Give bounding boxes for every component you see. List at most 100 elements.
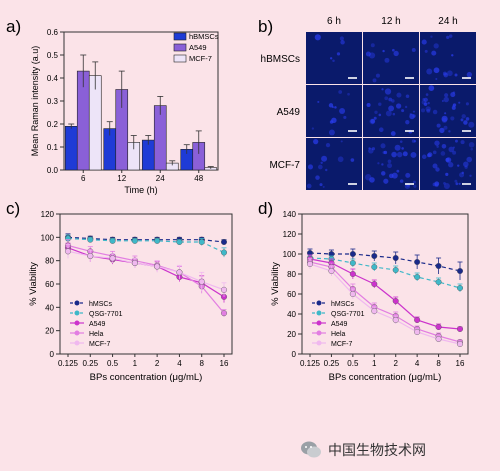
watermark-text: 中国生物技术网 (328, 442, 426, 458)
legend-marker (316, 300, 322, 306)
cell-signal (412, 180, 416, 184)
cell-signal (426, 108, 431, 113)
plot-frame (59, 213, 233, 355)
series-line (67, 244, 225, 314)
cell-signal (384, 57, 390, 63)
cell-signal (338, 90, 343, 94)
cell-signal (448, 146, 455, 153)
cell-signal (396, 169, 400, 173)
cell-signal (434, 183, 439, 188)
y-tick-label: 0 (50, 350, 55, 359)
x-tick-label: 8 (199, 359, 204, 368)
legend-marker (74, 310, 80, 316)
cell-signal (431, 50, 437, 56)
cell-signal (433, 43, 439, 49)
cell-signal (339, 36, 344, 41)
y-tick-label: 40 (45, 303, 54, 312)
cell-signal (321, 155, 328, 162)
column-label: 12 h (381, 16, 400, 27)
cell-signal (347, 92, 350, 96)
data-point (220, 249, 227, 256)
cell-signal (319, 183, 323, 187)
cell-signal (444, 93, 449, 98)
panel-letter-a: a) (6, 17, 21, 36)
cell-signal (339, 107, 346, 114)
cell-signal (375, 73, 380, 78)
series-line (67, 250, 225, 291)
cell-signal (366, 102, 371, 108)
cell-signal (432, 150, 437, 155)
x-axis-label: BPs concentration (μg/mL) (329, 372, 442, 383)
cell-signal (409, 113, 415, 120)
y-tick-label: 0 (292, 350, 297, 359)
legend-label: MCF-7 (89, 341, 110, 348)
data-point (64, 248, 71, 255)
data-point (371, 264, 378, 271)
cell-signal (405, 94, 410, 98)
column-label: 6 h (327, 16, 341, 27)
y-tick-label: 80 (45, 257, 54, 266)
data-point (414, 317, 421, 324)
cell-signal (391, 151, 397, 158)
cell-signal (377, 162, 380, 165)
cell-signal (328, 129, 335, 136)
cell-signal (369, 177, 375, 183)
legend-label: QSG-7701 (331, 311, 365, 318)
watermark: 中国生物技术网 (300, 438, 495, 462)
cell-signal (413, 140, 417, 143)
legend-marker (74, 340, 80, 346)
cell-signal (382, 49, 385, 53)
cell-signal (447, 70, 453, 77)
cell-signal (425, 93, 429, 96)
cell-signal (337, 156, 344, 163)
data-point (131, 260, 138, 267)
cell-signal (368, 147, 371, 150)
cell-signal (396, 151, 403, 158)
cell-signal (457, 164, 460, 167)
row-label: hBMSCs (261, 54, 300, 65)
cell-signal (394, 144, 401, 151)
cell-signal (314, 34, 321, 41)
cell-signal (382, 150, 386, 155)
x-tick-label: 0.25 (82, 359, 98, 368)
cell-signal (466, 156, 473, 163)
data-point (371, 308, 378, 315)
cell-signal (391, 172, 398, 179)
cell-signal (374, 110, 378, 114)
cell-signal (454, 73, 458, 77)
data-point (220, 286, 227, 293)
confocal-tile (306, 85, 362, 137)
cell-signal (449, 34, 453, 38)
cell-signal (430, 35, 433, 38)
legend-swatch (173, 54, 187, 63)
cell-signal (441, 115, 448, 122)
legend-marker (316, 310, 322, 316)
plot-frame (301, 213, 469, 355)
y-tick-label: 0.2 (47, 120, 59, 129)
cell-signal (395, 103, 402, 109)
cell-signal (399, 140, 403, 143)
series-line (309, 257, 461, 289)
cell-signal (458, 182, 461, 185)
confocal-image-grid: 6 h 12 h 24 h hBMSCs A549 MCF-7 (261, 16, 476, 190)
cell-signal (461, 114, 466, 119)
cell-signal (383, 150, 388, 155)
cell-signal (392, 48, 395, 52)
panel-letter-b: b) (258, 17, 273, 36)
cell-signal (391, 99, 395, 103)
cell-signal (401, 109, 405, 113)
cell-signal (402, 151, 408, 157)
legend-marker (74, 320, 80, 326)
cell-signal (468, 121, 475, 128)
y-tick-label: 40 (287, 310, 296, 319)
cell-signal (443, 125, 448, 130)
cell-signal (311, 127, 315, 130)
cell-signal (450, 116, 455, 121)
legend-label: hBMSCs (189, 32, 219, 41)
cell-signal (443, 72, 449, 78)
cell-signal (306, 183, 312, 189)
legend-marker (316, 330, 322, 336)
cell-signal (451, 54, 454, 57)
confocal-tile (306, 32, 362, 84)
y-tick-label: 120 (283, 230, 297, 239)
